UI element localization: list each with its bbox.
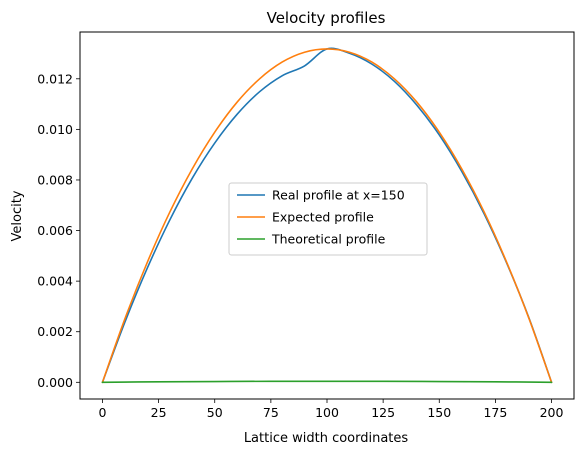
y-tick-label: 0.000 bbox=[37, 375, 73, 390]
y-tick-label: 0.004 bbox=[37, 274, 73, 289]
x-axis: 0 25 50 75 100 125 150 175 200 bbox=[98, 399, 564, 420]
x-axis-label: Lattice width coordinates bbox=[244, 431, 409, 446]
plot-area bbox=[101, 47, 553, 384]
legend-box bbox=[228, 182, 428, 256]
y-tick-label: 0.006 bbox=[37, 223, 73, 238]
x-tick-label: 150 bbox=[427, 405, 451, 420]
x-tick-label: 75 bbox=[263, 405, 279, 420]
y-axis: 0.000 0.002 0.004 0.006 0.008 0.010 0.012 bbox=[37, 71, 80, 390]
chart-title: Velocity profiles bbox=[267, 9, 386, 27]
x-tick-label: 100 bbox=[315, 405, 339, 420]
legend-entry-label: Expected profile bbox=[272, 210, 374, 225]
x-tick-label: 175 bbox=[483, 405, 507, 420]
y-tick-label: 0.008 bbox=[37, 172, 73, 187]
series-line-expected-profile bbox=[101, 48, 553, 384]
x-tick-label: 200 bbox=[540, 405, 564, 420]
series-line-theoretical-profile bbox=[101, 380, 553, 384]
y-tick-label: 0.012 bbox=[37, 71, 73, 86]
y-axis-label: Velocity bbox=[10, 190, 25, 241]
x-tick-label: 50 bbox=[207, 405, 223, 420]
legend-entry-label: Real profile at x=150 bbox=[272, 188, 405, 203]
x-tick-label: 25 bbox=[151, 405, 167, 420]
y-tick-label: 0.010 bbox=[37, 122, 73, 137]
legend-entry-label: Theoretical profile bbox=[271, 232, 386, 247]
y-tick-label: 0.002 bbox=[37, 324, 73, 339]
x-tick-label: 125 bbox=[371, 405, 395, 420]
axes-frame bbox=[79, 31, 575, 400]
x-tick-label: 0 bbox=[98, 405, 106, 420]
legend: Real profile at x=150 Expected profile The… bbox=[228, 182, 428, 256]
